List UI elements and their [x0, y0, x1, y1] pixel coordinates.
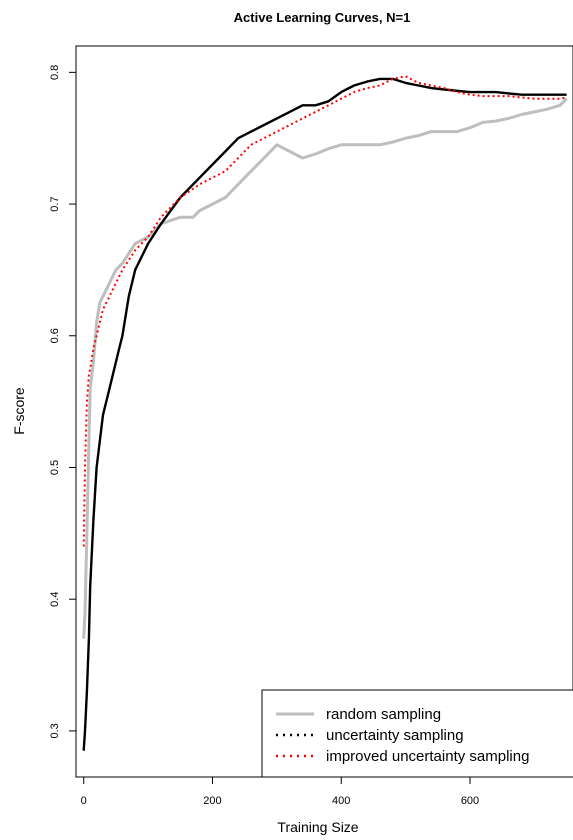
- y-tick-label: 0.5: [49, 460, 61, 475]
- series-line-improved-uncertainty-sampling: [82, 75, 567, 547]
- series-layer: [82, 75, 568, 751]
- series-line-random-sampling: [82, 97, 568, 639]
- legend: random sampling uncertainty sampling impro…: [261, 689, 573, 778]
- chart-title: Active Learning Curves, N=1: [234, 10, 411, 25]
- y-tick-label: 0.8: [49, 65, 61, 80]
- legend-label-uncertainty-sampling: uncertainty sampling: [326, 727, 464, 744]
- y-tick-label: 0.6: [49, 328, 61, 343]
- x-axis: 0 200 400 600: [81, 777, 479, 807]
- legend-label-random-sampling: random sampling: [326, 706, 441, 723]
- y-axis: 0.3 0.4 0.5 0.6 0.7 0.8: [49, 65, 76, 739]
- plot-frame: [75, 45, 573, 778]
- x-tick-label: 200: [203, 795, 221, 807]
- y-tick-label: 0.4: [49, 592, 61, 607]
- x-tick-label: 0: [81, 795, 87, 807]
- y-tick-label: 0.7: [49, 196, 61, 211]
- x-tick-label: 400: [332, 795, 350, 807]
- x-tick-label: 600: [461, 795, 479, 807]
- y-tick-label: 0.3: [49, 723, 61, 738]
- legend-label-improved-uncertainty-sampling: improved uncertainty sampling: [326, 748, 529, 765]
- y-axis-title: F-score: [11, 387, 27, 435]
- x-axis-title: Training Size: [277, 819, 358, 835]
- legend-box: [261, 689, 573, 778]
- series-line-uncertainty-sampling: [82, 77, 567, 751]
